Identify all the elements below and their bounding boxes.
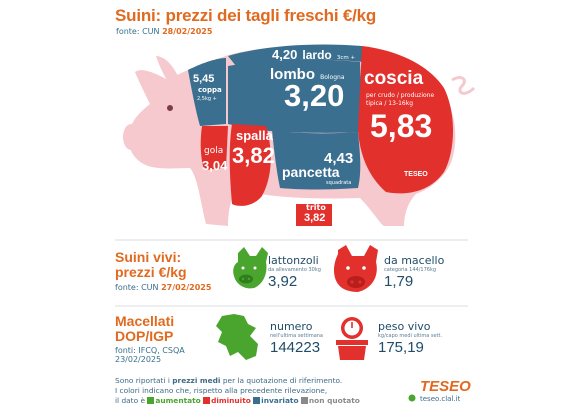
pancetta-note: squadrata — [326, 180, 352, 186]
lombo-note: Bologna — [320, 74, 345, 81]
live-source-prefix: fonte: CUN — [115, 283, 159, 292]
numero-value: 144223 — [270, 339, 321, 356]
legend-swatch-diminuito — [203, 397, 211, 404]
slaughter-title-1: Macellati — [115, 313, 175, 329]
notes-line1-pre: Sono riportati i — [115, 376, 170, 385]
legend-swatch-non-quotato — [300, 397, 308, 404]
page-title: Suini: prezzi dei tagli freschi €/kg — [115, 6, 377, 25]
peso-note: kg/capo medi ultima sett. — [378, 333, 443, 339]
lardo-value: 4,20 — [272, 47, 298, 62]
notes-line-3: il dato è aumentato diminuito invariato … — [115, 396, 360, 406]
pig-eye — [167, 105, 173, 111]
header-source-date: 28/02/2025 — [162, 27, 213, 36]
numero-label: numero — [270, 320, 313, 333]
cut-coscia — [358, 46, 453, 194]
footer-brand-name: TESEO — [420, 378, 471, 395]
pancetta-value: 4,43 — [324, 150, 354, 167]
notes-line-2: I colori indicano che, rispetto alla pre… — [115, 386, 328, 395]
spalla-name: spalla — [236, 128, 273, 143]
pig-ear — [156, 56, 178, 88]
peso-value: 175,19 — [378, 339, 424, 356]
trito-value: 3,82 — [304, 212, 326, 224]
cut-lombo — [228, 59, 362, 133]
legend-diminuito: diminuito — [211, 396, 251, 405]
coscia-note-1: per crudo / produzione — [366, 92, 435, 99]
spalla-value: 3,82 — [232, 143, 275, 168]
coppa-note: 2,5kg + — [197, 96, 217, 102]
pig-head-icon — [334, 245, 378, 292]
coscia-name: coscia — [364, 68, 424, 89]
cut-coppa — [188, 58, 226, 126]
header-source-prefix: fonte: CUN — [116, 27, 160, 36]
notes-line1-post: per la quotazione di riferimento. — [222, 376, 343, 385]
legend-non-quotato: non quotato — [308, 396, 360, 405]
notes-line1-bold: prezzi medi — [172, 376, 221, 385]
macello-label: da macello — [384, 254, 445, 267]
pig-tail — [451, 76, 476, 95]
coppa-name: coppa — [198, 86, 222, 94]
macello-value: 1,79 — [384, 273, 414, 290]
coscia-note-2: tipica / 13-16kg — [366, 100, 414, 107]
cut-gola — [200, 126, 228, 170]
lombo-name: lombo — [270, 66, 315, 83]
live-source-date: 27/02/2025 — [161, 283, 212, 292]
legend-invariato: invariato — [261, 396, 299, 405]
coscia-value: 5,83 — [370, 108, 433, 144]
legend-aumentato: aumentato — [155, 396, 201, 405]
cut-trito-box — [296, 204, 332, 226]
gola-name: gola — [204, 146, 224, 156]
notes-line3-pre: il dato è — [115, 396, 145, 405]
cut-spalla — [229, 124, 271, 206]
header-source: fonte: CUN 28/02/2025 — [116, 27, 212, 36]
cut-lardo-label: 4,20 lardo 3cm + — [272, 44, 355, 63]
macello-note: categoria 144/176kg — [384, 267, 437, 273]
slaughter-title-2: DOP/IGP — [115, 328, 174, 344]
scale-icon — [336, 317, 368, 360]
italy-map-icon — [216, 314, 258, 360]
live-title-2: prezzi €/kg — [115, 264, 187, 280]
lattonzoli-value: 3,92 — [268, 273, 298, 290]
legend-swatch-invariato — [253, 397, 261, 404]
footer-brand-site[interactable]: teseo.clal.it — [420, 395, 461, 403]
notes-line-1: Sono riportati i prezzi medi per la quot… — [115, 376, 342, 386]
cut-pancetta — [272, 130, 361, 190]
legend-swatch-aumentato — [147, 397, 155, 404]
coppa-value: 5,45 — [193, 73, 215, 85]
trito-name: trito — [306, 203, 326, 212]
slaughter-source-1: fonti: IFCQ, CSQA — [115, 346, 185, 355]
slaughter-source-2: 23/02/2025 — [115, 355, 162, 364]
teseo-logo-mark — [408, 394, 416, 402]
pig-snout — [123, 124, 139, 150]
peso-label: peso vivo — [378, 320, 431, 333]
live-source: fonte: CUN 27/02/2025 — [115, 283, 211, 292]
live-title-1: Suini vivi: — [115, 249, 182, 265]
cut-lardo — [228, 44, 364, 66]
lombo-value: 3,20 — [284, 78, 345, 113]
numero-note: nell'ultima settimana — [270, 333, 323, 339]
piglet-head-icon — [233, 247, 268, 289]
lardo-name: lardo — [302, 48, 332, 62]
lattonzoli-label: lattonzoli — [268, 254, 319, 267]
pancetta-name: pancetta — [282, 164, 340, 180]
pig-brand-teseo: TESEO — [404, 171, 428, 178]
cut-lombo-label: lombo Bologna — [270, 64, 345, 83]
lardo-note: 3cm + — [336, 55, 356, 61]
lattonzoli-note: da allevamento 30kg — [268, 267, 321, 273]
gola-value: 3,04 — [202, 158, 228, 173]
